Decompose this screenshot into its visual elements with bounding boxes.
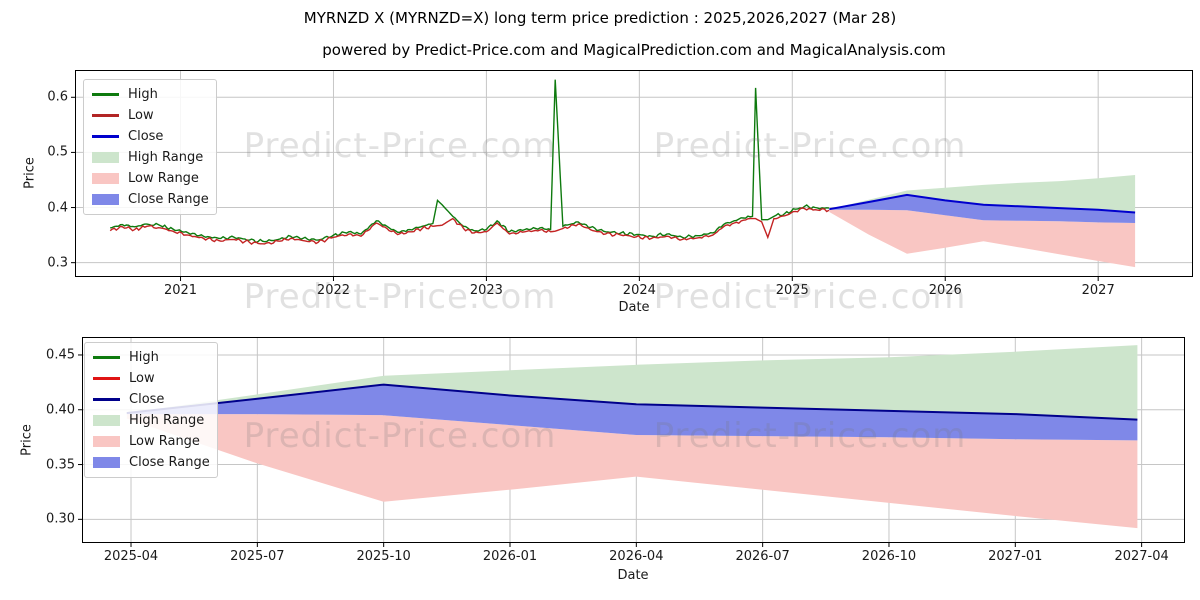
x-tick-label: 2023 (469, 283, 503, 298)
high-range-swatch (92, 152, 119, 163)
close-line (126, 383, 1138, 421)
x-tick-label: 2026-10 (861, 549, 917, 564)
watermark-text: Predict-Price.com (653, 277, 967, 317)
legend-item-close-range: Close Range (92, 191, 209, 208)
legend-label: Low Range (128, 171, 199, 186)
legend-item-low-range: Low Range (93, 433, 209, 450)
plot-frame (82, 337, 1185, 543)
legend-label: Low (129, 371, 155, 386)
x-tick-label: 2026-07 (735, 549, 790, 564)
legend-label: Close (129, 392, 165, 407)
history-forecast-plot (71, 70, 1193, 281)
chart-title: MYRNZD X (MYRNZD=X) long term price pred… (303, 9, 897, 27)
y-tick-label: 0.40 (46, 402, 75, 418)
close-swatch (92, 135, 119, 138)
x-tick-label: 2026-04 (609, 549, 664, 564)
y-tick-label: 0.35 (46, 457, 75, 473)
high-swatch (92, 93, 119, 96)
x-tick-label: 2024 (622, 283, 656, 298)
x-tick-label: 2026 (928, 283, 962, 298)
legend-item-low: Low (93, 370, 209, 387)
x-tick-label: 2026-01 (482, 549, 538, 564)
x-tick-label: 2025 (775, 283, 809, 298)
x-tick-label: 2022 (316, 283, 351, 298)
plot-frame (75, 70, 1193, 277)
close-range-swatch (93, 457, 120, 468)
y-tick-label: 0.45 (46, 347, 75, 363)
legend-item-high-range: High Range (92, 149, 208, 166)
forecast-detail-legend: High Low Close High Range Low Range Close Ran… (84, 342, 218, 478)
legend-item-close-range: Close Range (93, 454, 210, 471)
high-line (110, 79, 830, 244)
y-tick-label: 0.5 (47, 144, 68, 160)
high-range-band (829, 175, 1136, 213)
y-tick-label: 0.30 (46, 511, 75, 527)
y-tick-label: 0.4 (47, 200, 68, 216)
x-tick-label: 2025-10 (356, 549, 411, 564)
legend-label: Low (128, 108, 154, 123)
x-tick-label: 2025-07 (230, 549, 285, 564)
legend-item-high: High (92, 86, 208, 103)
x-tick-label: 2025-04 (103, 549, 159, 564)
legend-item-high: High (93, 349, 209, 366)
x-tick-label: 2027-01 (988, 549, 1043, 564)
low-range-swatch (92, 173, 119, 184)
low-line (109, 207, 830, 246)
legend-item-low: Low (92, 107, 208, 124)
x-tick-label: 2027 (1081, 283, 1115, 298)
y-tick-label: 0.3 (47, 255, 68, 271)
y-tick-label: 0.6 (47, 89, 68, 105)
high-swatch (93, 356, 120, 359)
chart-subtitle: powered by Predict-Price.com and Magical… (322, 41, 946, 59)
legend-item-close: Close (92, 128, 208, 145)
legend-item-close: Close (93, 391, 209, 408)
x-axis-label-bottom: Date (617, 568, 649, 583)
legend-label: Low Range (129, 434, 200, 449)
legend-label: High Range (128, 150, 204, 165)
low-range-band (126, 414, 1138, 529)
legend-item-low-range: Low Range (92, 170, 208, 187)
close-range-band (126, 384, 1138, 441)
low-swatch (92, 114, 119, 117)
close-range-swatch (92, 194, 119, 205)
low-range-band (829, 209, 1136, 268)
close-range-band (829, 194, 1136, 223)
watermark-text: Predict-Price.com (243, 277, 557, 317)
legend-label: High Range (129, 413, 205, 428)
high-range-swatch (93, 415, 120, 426)
x-tick-label: 2027-04 (1114, 549, 1169, 564)
legend-label: Close Range (129, 455, 210, 470)
high-range-band (126, 345, 1138, 420)
legend-label: Close Range (128, 192, 209, 207)
legend-label: High (129, 350, 159, 365)
low-range-swatch (93, 436, 120, 447)
x-axis-label-top: Date (618, 300, 650, 315)
legend-label: High (128, 87, 158, 102)
y-axis-label-top: Price (22, 157, 38, 189)
close-swatch (93, 398, 120, 401)
forecast-detail-plot (78, 337, 1185, 547)
x-tick-label: 2021 (163, 283, 198, 298)
y-axis-label-bottom: Price (19, 424, 35, 456)
low-swatch (93, 377, 120, 380)
legend-item-high-range: High Range (93, 412, 209, 429)
close-line (829, 193, 1136, 214)
history-forecast-legend: High Low Close High Range Low Range Close Ran… (83, 79, 217, 215)
legend-label: Close (128, 129, 164, 144)
